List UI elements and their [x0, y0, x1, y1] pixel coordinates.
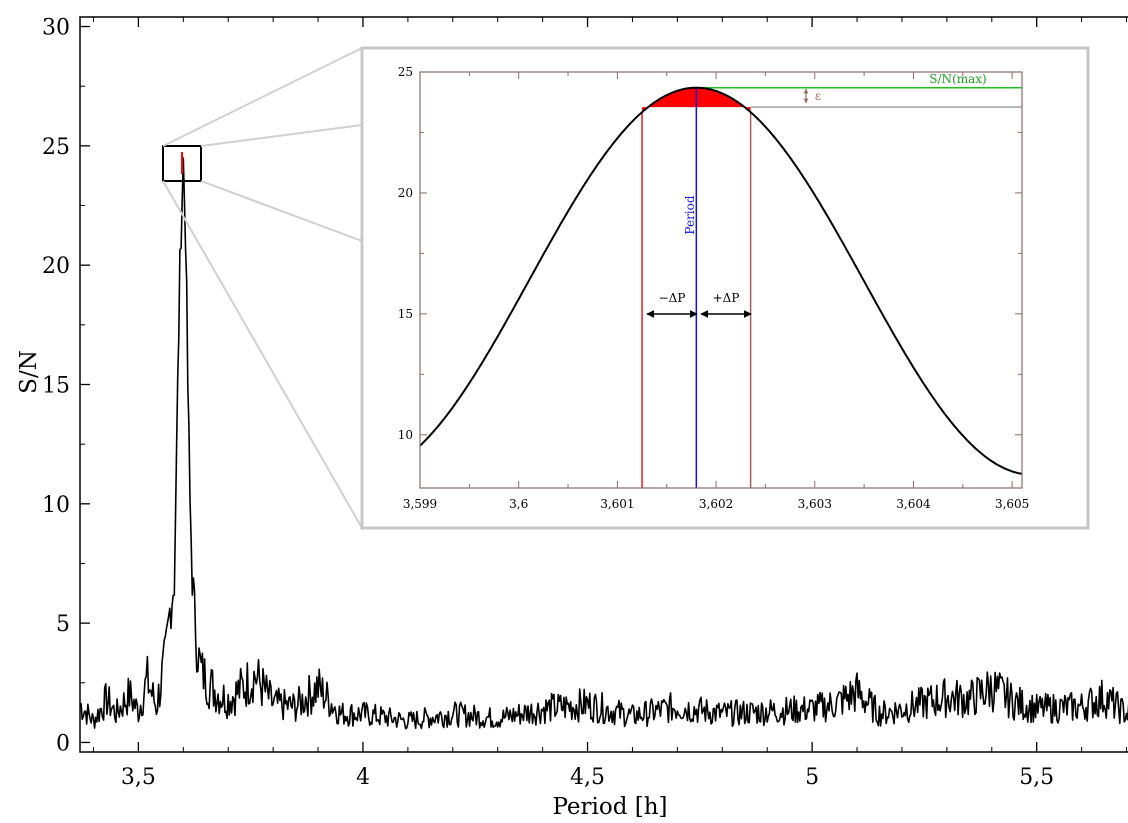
- inset-annotations: −ΔP +ΔP Period S/N(max) ε: [646, 72, 987, 318]
- y-tick-label: 15: [42, 374, 70, 399]
- zoom-guide-line: [162, 47, 363, 147]
- x-tick-label: 4,5: [570, 765, 605, 790]
- period-label: Period: [683, 195, 697, 234]
- inset-x-tick-label: 3,599: [403, 497, 437, 511]
- main-x-axis-title: Period [h]: [552, 794, 667, 820]
- x-tick-label: 5: [805, 765, 819, 790]
- x-tick-label: 4: [356, 765, 370, 790]
- inset-ticks: 3,599 3,6 3,601 3,602 3,603 3,604 3,605 10 15 20 2…: [398, 65, 1030, 511]
- snmax-label: S/N(max): [929, 72, 986, 86]
- zoom-region-box: [162, 145, 202, 182]
- inset-y-tick-label: 25: [398, 65, 413, 79]
- inset-y-tick-label: 20: [398, 186, 413, 200]
- main-y-axis-title: S/N: [16, 350, 42, 394]
- y-tick-label: 25: [42, 135, 70, 160]
- zoom-guide-line: [200, 124, 363, 147]
- zoom-connector: [162, 47, 363, 529]
- inset-x-tick-label: 3,6: [509, 497, 528, 511]
- inset-y-tick-label: 15: [398, 307, 413, 321]
- inset-curve: [419, 86, 1023, 475]
- x-tick-label: 3,5: [121, 765, 156, 790]
- y-tick-label: 20: [42, 254, 70, 279]
- main-series-line: [79, 157, 1128, 730]
- inset-y-tick-label: 10: [398, 428, 413, 442]
- y-tick-label: 5: [56, 612, 70, 637]
- main-chart: 3,5 4 4,5 5 5,5 0 5 10 15 20 25 30 Period [h] S/N: [16, 16, 1128, 820]
- minus-dp-label: −ΔP: [659, 291, 686, 305]
- main-ticks: 3,5 4 4,5 5 5,5 0 5 10 15 20 25 30: [42, 16, 1128, 790]
- y-tick-label: 10: [42, 493, 70, 518]
- inset-x-tick-label: 3,602: [699, 497, 733, 511]
- zoom-guide-line: [200, 180, 363, 242]
- plus-dp-label: +ΔP: [713, 291, 740, 305]
- inset-x-tick-label: 3,603: [798, 497, 832, 511]
- epsilon-label: ε: [815, 89, 821, 103]
- inset-chart: 3,599 3,6 3,601 3,602 3,603 3,604 3,605 10 15 20 2…: [360, 46, 1090, 530]
- inset-x-tick-label: 3,604: [896, 497, 931, 511]
- y-tick-label: 30: [42, 16, 70, 41]
- inset-x-tick-label: 3,605: [995, 497, 1029, 511]
- y-tick-label: 0: [56, 731, 70, 756]
- x-tick-label: 5,5: [1019, 765, 1054, 790]
- inset-panel: [360, 46, 1090, 530]
- inset-x-tick-label: 3,601: [600, 497, 634, 511]
- inset-plot-frame: [419, 71, 1023, 489]
- zoom-guide-line: [162, 180, 363, 529]
